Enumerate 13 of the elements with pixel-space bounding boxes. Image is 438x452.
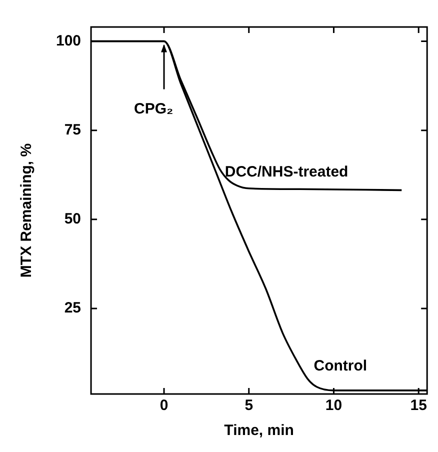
y-tick-label: 25 <box>64 300 82 317</box>
series-label: Control <box>314 357 368 374</box>
x-tick-label: 5 <box>244 397 254 414</box>
y-tick-label: 100 <box>56 32 82 50</box>
y-axis-title: MTX Remaining, % <box>18 143 36 278</box>
annotation: CPG₂ <box>134 100 174 118</box>
x-tick-label: 10 <box>325 397 342 414</box>
x-tick-label: 0 <box>160 397 168 414</box>
x-axis-title: Time, min <box>224 422 294 440</box>
y-tick-label: 50 <box>64 210 82 228</box>
series-label: DCC/NHS-treated <box>224 163 348 180</box>
y-tick-label: 75 <box>64 121 82 138</box>
x-tick-label: 15 <box>410 397 427 414</box>
